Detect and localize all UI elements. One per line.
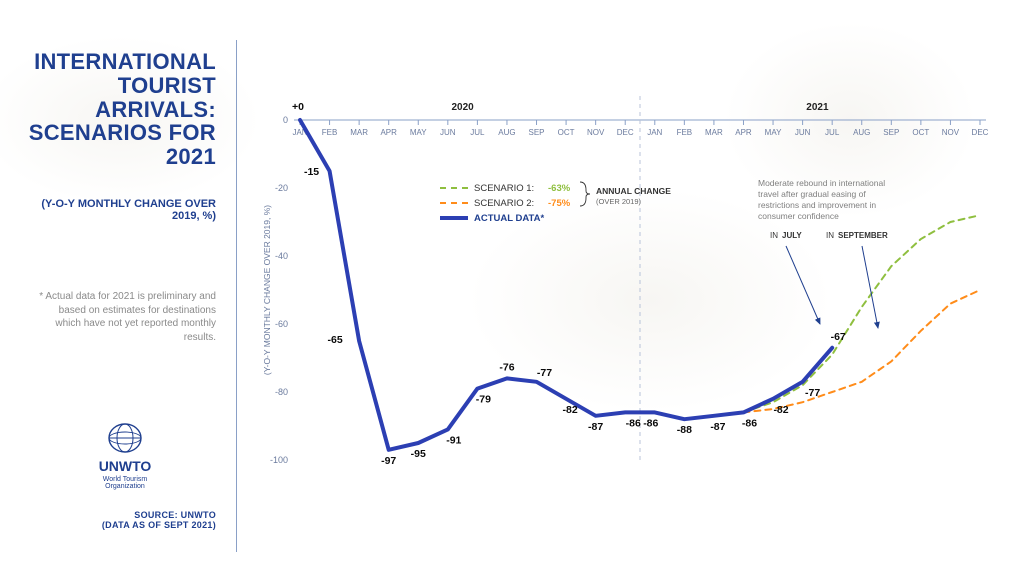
svg-text:Moderate rebound in internatio: Moderate rebound in international [758,178,885,188]
title-line: 2021 [14,145,216,169]
page-title: INTERNATIONAL TOURIST ARRIVALS: SCENARIO… [14,50,216,169]
globe-icon [97,420,153,460]
svg-text:MAR: MAR [705,128,723,137]
svg-text:SEPTEMBER: SEPTEMBER [838,231,888,240]
svg-text:SEP: SEP [529,128,545,137]
svg-text:-87: -87 [588,421,603,433]
svg-text:JUL: JUL [825,128,840,137]
svg-text:-20: -20 [275,183,288,193]
svg-text:-100: -100 [270,455,288,465]
line-chart: 0 -20 -40 -60 -80 -100 JAN FEB MAR APR MAY JUN JUL AU… [260,90,1000,490]
svg-text:OCT: OCT [912,128,929,137]
svg-text:-82: -82 [562,404,577,416]
svg-text:FEB: FEB [322,128,338,137]
svg-text:-80: -80 [275,387,288,397]
svg-text:-63%: -63% [548,183,571,194]
svg-text:-88: -88 [677,424,692,436]
svg-text:DEC: DEC [972,128,989,137]
page-subtitle: (Y-O-Y MONTHLY CHANGE OVER 2019, %) [14,198,216,222]
svg-text:-91: -91 [446,434,461,446]
svg-text:0: 0 [283,115,288,125]
svg-text:DEC: DEC [617,128,634,137]
svg-text:APR: APR [735,128,752,137]
chart-svg: 0 -20 -40 -60 -80 -100 JAN FEB MAR APR MAY JUN JUL AU… [260,90,1000,490]
svg-text:SCENARIO 1:: SCENARIO 1: [474,183,534,194]
svg-text:AUG: AUG [853,128,870,137]
svg-text:(Y-O-Y MONTHLY CHANGE OVER 201: (Y-O-Y MONTHLY CHANGE OVER 2019, %) [262,205,272,375]
svg-text:2020: 2020 [451,102,474,113]
vertical-divider [236,40,237,552]
svg-text:-77: -77 [537,367,552,379]
svg-text:JUN: JUN [795,128,811,137]
unwto-logo: UNWTO World Tourism Organization [90,420,160,490]
svg-text:-79: -79 [476,394,491,406]
svg-text:-75%: -75% [548,198,571,209]
svg-text:ANNUAL CHANGE: ANNUAL CHANGE [596,186,671,196]
svg-text:-87: -87 [710,421,725,433]
svg-text:+0: +0 [292,101,304,113]
svg-text:JUN: JUN [440,128,456,137]
svg-text:JULY: JULY [782,231,802,240]
footnote: * Actual data for 2021 is preliminary an… [34,290,216,344]
logo-subtext: World Tourism Organization [90,476,160,490]
svg-text:-77: -77 [805,387,820,399]
svg-text:-76: -76 [499,361,514,373]
svg-text:-86: -86 [626,417,641,429]
svg-text:2021: 2021 [806,102,829,113]
svg-text:OCT: OCT [558,128,575,137]
svg-text:APR: APR [380,128,397,137]
svg-text:-86: -86 [742,417,757,429]
svg-text:ACTUAL DATA*: ACTUAL DATA* [474,213,544,224]
source-line: (DATA AS OF SEPT 2021) [40,520,216,530]
svg-text:-40: -40 [275,251,288,261]
svg-text:JAN: JAN [647,128,662,137]
svg-text:NOV: NOV [587,128,605,137]
svg-text:travel after gradual easing of: travel after gradual easing of [758,189,866,199]
svg-text:MAR: MAR [350,128,368,137]
svg-text:SCENARIO 2:: SCENARIO 2: [474,198,534,209]
svg-text:-82: -82 [773,404,788,416]
svg-text:IN: IN [770,231,778,240]
svg-text:-65: -65 [328,334,343,346]
svg-text:(OVER 2019): (OVER 2019) [596,197,642,206]
svg-text:-60: -60 [275,319,288,329]
svg-text:SEP: SEP [883,128,899,137]
title-line: SCENARIOS FOR [14,121,216,145]
svg-text:AUG: AUG [498,128,515,137]
source-line: SOURCE: UNWTO [134,510,216,520]
svg-text:NOV: NOV [942,128,960,137]
logo-text: UNWTO [90,458,160,474]
svg-text:MAY: MAY [765,128,782,137]
svg-text:MAY: MAY [410,128,427,137]
svg-text:IN: IN [826,231,834,240]
source-attribution: SOURCE: UNWTO (DATA AS OF SEPT 2021) [40,510,216,530]
left-column: INTERNATIONAL TOURIST ARRIVALS: SCENARIO… [0,0,236,576]
title-line: TOURIST [14,74,216,98]
svg-text:-97: -97 [381,455,396,467]
svg-text:-95: -95 [411,448,426,460]
title-line: ARRIVALS: [14,98,216,122]
svg-text:consumer confidence: consumer confidence [758,211,839,221]
svg-text:-86: -86 [643,417,658,429]
svg-text:restrictions and improvement i: restrictions and improvement in [758,200,876,210]
svg-text:-67: -67 [831,331,846,343]
svg-text:JUL: JUL [470,128,485,137]
svg-text:-15: -15 [304,166,319,178]
title-line: INTERNATIONAL [14,50,216,74]
svg-text:FEB: FEB [677,128,693,137]
